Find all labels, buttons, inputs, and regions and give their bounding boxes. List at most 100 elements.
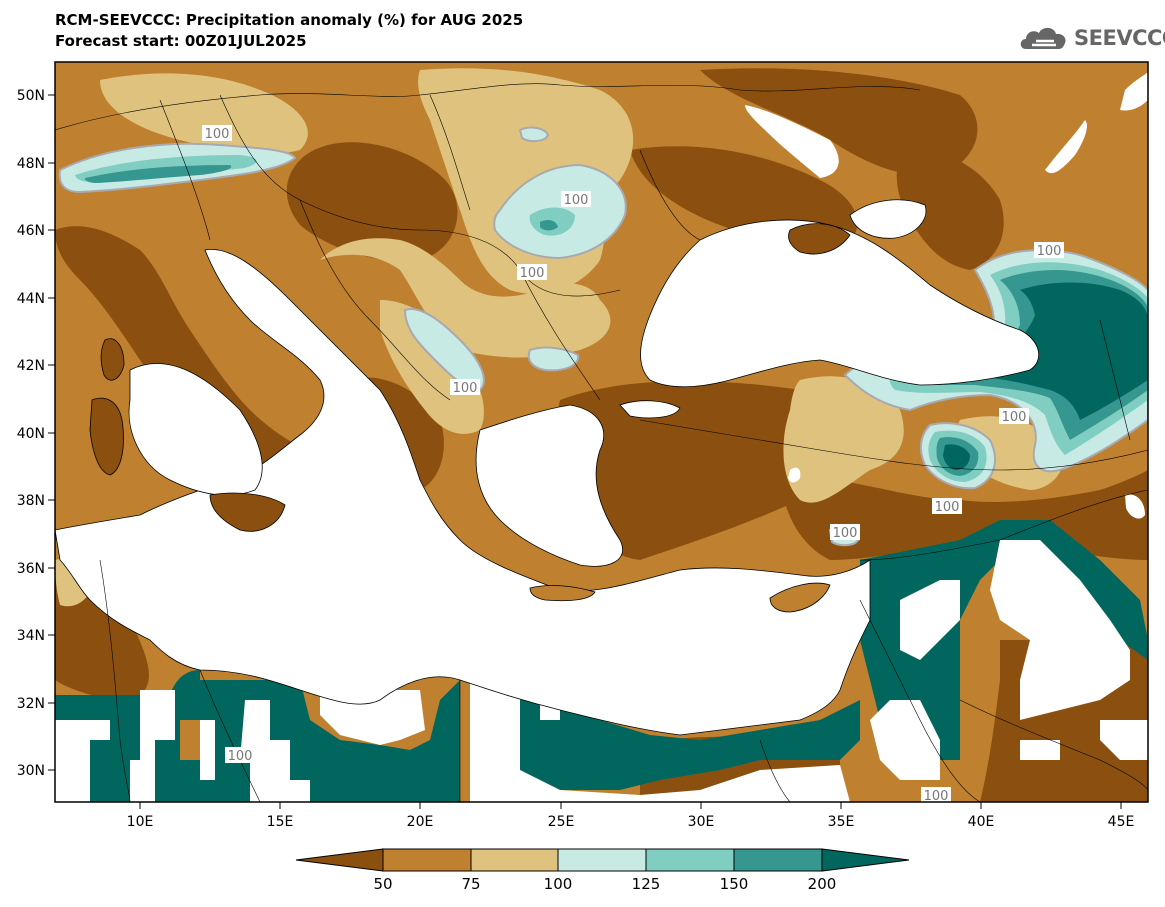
lat-tick: 46N <box>17 223 55 239</box>
svg-text:25E: 25E <box>548 814 575 830</box>
sea-of-azov <box>849 199 927 239</box>
colorbar <box>295 848 910 872</box>
lon-axis: 10E 15E 20E 25E 30E 35E 40E 45E <box>127 802 1135 830</box>
water-bodies <box>745 72 1148 519</box>
colorbar-75-100 <box>470 848 559 872</box>
contour-label: 100 <box>921 787 951 804</box>
logo-text: SEEVCCC <box>1074 26 1165 50</box>
svg-text:15E: 15E <box>267 814 294 830</box>
lon-tick: 20E <box>407 802 434 830</box>
colorbar-tick: 125 <box>632 875 661 893</box>
sicily <box>209 492 286 532</box>
colorbar-150-200 <box>733 848 823 872</box>
lat-axis: 50N 48N 46N 44N 42N 40N 38N 36N 34N 32N … <box>17 88 55 779</box>
cloud-icon <box>1020 27 1066 49</box>
contour-label: 100 <box>999 408 1029 425</box>
country-borders <box>55 83 1148 802</box>
colorbar-50-75 <box>382 848 472 872</box>
cyprus <box>769 582 831 613</box>
svg-text:38N: 38N <box>17 493 45 509</box>
colorbar-ticks: 50 75 100 125 150 200 <box>373 875 836 893</box>
colorbar-125-150 <box>645 848 735 872</box>
lon-tick: 45E <box>1108 802 1135 830</box>
colorbar-tick: 100 <box>544 875 573 893</box>
svg-text:45E: 45E <box>1108 814 1135 830</box>
svg-text:46N: 46N <box>17 223 45 239</box>
contour-label: 100 <box>225 747 255 764</box>
map-title: RCM-SEEVCCC: Precipitation anomaly (%) f… <box>55 10 523 52</box>
crimea <box>788 223 851 255</box>
svg-text:42N: 42N <box>17 358 45 374</box>
svg-text:100: 100 <box>205 127 230 142</box>
svg-text:32N: 32N <box>17 696 45 712</box>
lat-tick: 34N <box>17 628 55 644</box>
svg-text:100: 100 <box>1002 410 1027 425</box>
title-line-2: Forecast start: 00Z01JUL2025 <box>55 32 307 50</box>
svg-text:35E: 35E <box>828 814 855 830</box>
contour-label: 100 <box>202 125 232 142</box>
svg-text:30E: 30E <box>688 814 715 830</box>
lat-tick: 42N <box>17 358 55 374</box>
contour-label: 100 <box>932 498 962 515</box>
svg-text:44N: 44N <box>17 291 45 307</box>
aegean-sea <box>475 404 623 567</box>
contour-label: 100 <box>1034 242 1064 259</box>
svg-text:100: 100 <box>1037 244 1062 259</box>
lon-tick: 25E <box>548 802 575 830</box>
lon-tick: 35E <box>828 802 855 830</box>
svg-text:40N: 40N <box>17 426 45 442</box>
lat-tick: 38N <box>17 493 55 509</box>
sardinia <box>89 397 124 476</box>
svg-text:10E: 10E <box>127 814 154 830</box>
lat-tick: 48N <box>17 156 55 172</box>
lon-tick: 40E <box>968 802 995 830</box>
colorbar-tick: 75 <box>461 875 480 893</box>
lat-tick: 44N <box>17 291 55 307</box>
colorbar-upper-arrow <box>821 848 910 872</box>
seevccc-logo: SEEVCCC <box>1018 22 1165 54</box>
tyrrhenian-sea <box>128 363 263 496</box>
lat-tick: 50N <box>17 88 55 104</box>
contour-label: 100 <box>561 191 591 208</box>
colorbar-lower-arrow <box>295 848 384 872</box>
black-sea <box>640 219 1040 388</box>
lat-tick: 36N <box>17 561 55 577</box>
colorbar-tick: 50 <box>373 875 392 893</box>
svg-text:34N: 34N <box>17 628 45 644</box>
lat-tick: 40N <box>17 426 55 442</box>
colorbar-100-125 <box>557 848 647 872</box>
map-frame <box>54 61 1149 803</box>
svg-text:100: 100 <box>453 381 478 396</box>
svg-text:50N: 50N <box>17 88 45 104</box>
corsica <box>100 338 125 381</box>
svg-text:100: 100 <box>833 526 858 541</box>
lon-tick: 30E <box>688 802 715 830</box>
svg-text:100: 100 <box>924 789 949 804</box>
contour-label: 100 <box>517 264 547 281</box>
crete <box>529 585 596 602</box>
colorbar-tick: 150 <box>720 875 749 893</box>
title-line-1: RCM-SEEVCCC: Precipitation anomaly (%) f… <box>55 11 524 29</box>
svg-text:20E: 20E <box>407 814 434 830</box>
svg-text:48N: 48N <box>17 156 45 172</box>
sea-of-marmara <box>619 400 681 419</box>
lat-tick: 30N <box>17 763 55 779</box>
svg-text:100: 100 <box>520 266 545 281</box>
svg-text:100: 100 <box>935 500 960 515</box>
lon-tick: 10E <box>127 802 154 830</box>
map-field <box>55 62 1148 802</box>
svg-text:40E: 40E <box>968 814 995 830</box>
contour-label: 100 <box>450 379 480 396</box>
contour-label: 100 <box>830 524 860 541</box>
islands <box>89 223 851 613</box>
contour-labels: 100 100 100 100 100 100 100 100 100 100 <box>202 125 1064 804</box>
seas <box>55 199 1040 736</box>
svg-text:100: 100 <box>564 193 589 208</box>
lat-tick: 32N <box>17 696 55 712</box>
svg-text:36N: 36N <box>17 561 45 577</box>
lon-tick: 15E <box>267 802 294 830</box>
colorbar-tick: 200 <box>808 875 837 893</box>
svg-text:30N: 30N <box>17 763 45 779</box>
svg-text:100: 100 <box>228 749 253 764</box>
